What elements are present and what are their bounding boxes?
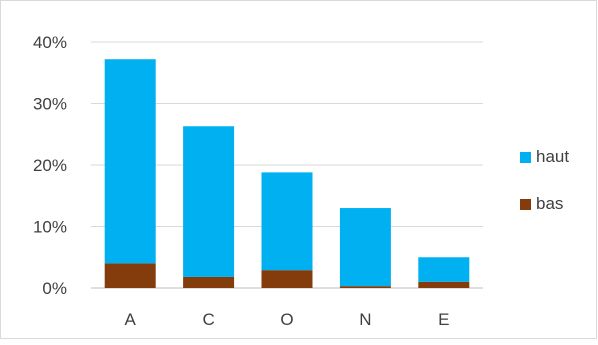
bar-segment-haut [183, 126, 235, 277]
bar-segment-bas [261, 270, 313, 288]
bar-segment-bas [104, 263, 156, 288]
y-tick-label: 40% [33, 33, 67, 52]
bar-segment-haut [104, 59, 156, 264]
y-tick-label: 0% [42, 279, 67, 298]
x-tick-label: E [438, 310, 449, 329]
bar-segment-haut [418, 257, 470, 282]
y-tick-label: 30% [33, 95, 67, 114]
bar-segment-bas [183, 276, 235, 288]
x-tick-label: A [125, 310, 137, 329]
bar-segment-bas [339, 286, 391, 288]
x-tick-label: N [359, 310, 371, 329]
y-tick-label: 20% [33, 156, 67, 175]
legend-label: bas [536, 194, 563, 213]
y-tick-label: 10% [33, 218, 67, 237]
bar-segment-bas [418, 281, 470, 288]
x-tick-label: C [202, 310, 214, 329]
legend-label: haut [536, 147, 569, 166]
bar-segment-haut [261, 172, 313, 271]
bar-segment-haut [339, 208, 391, 287]
legend-swatch [520, 199, 531, 210]
legend-swatch [520, 152, 531, 163]
x-tick-label: O [280, 310, 293, 329]
